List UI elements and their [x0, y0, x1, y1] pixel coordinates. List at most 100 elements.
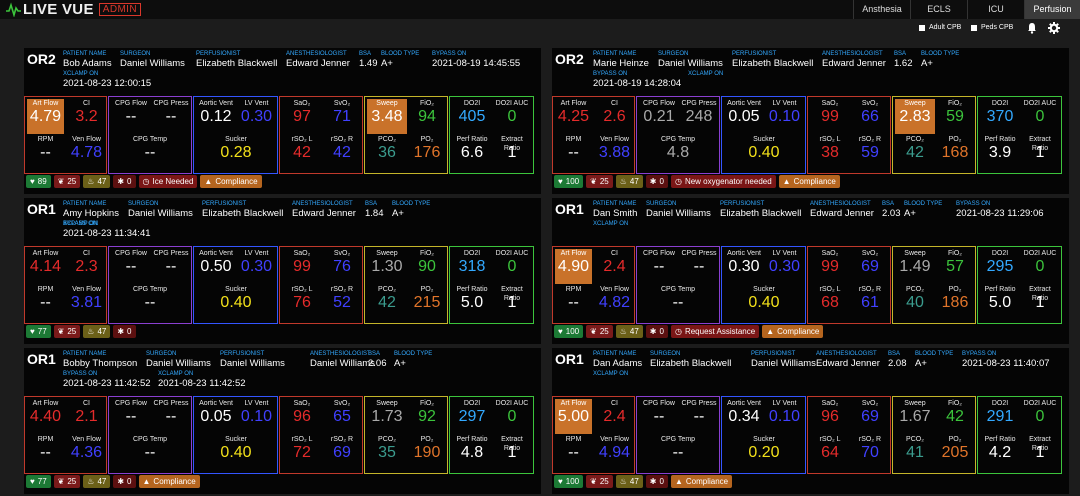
metric-extract-ratio[interactable]: Extract Ratio 1 [492, 285, 532, 320]
lungs-score-badge[interactable]: ❦ 25 [53, 175, 81, 188]
metric-ci[interactable]: CI 2.4 [596, 399, 633, 434]
metric-ven-flow[interactable]: Ven Flow 3.88 [596, 135, 633, 170]
metric-ci[interactable]: CI 3.2 [68, 99, 105, 134]
metric-lv-vent[interactable]: LV Vent 0.30 [236, 249, 277, 284]
lungs-score-badge[interactable]: ❦ 25 [586, 475, 613, 488]
metric-ci[interactable]: CI 2.3 [68, 249, 105, 284]
virus-score-badge[interactable]: ✱ 0 [645, 475, 668, 488]
metric-rso2-l[interactable]: rSO₂ L 68 [810, 285, 850, 320]
metric-sao2[interactable]: SaO₂ 97 [282, 99, 322, 134]
virus-score-badge[interactable]: ✱ 0 [113, 175, 136, 188]
metric-cpg-press[interactable]: CPG Press -- [151, 249, 191, 284]
metric-pco2[interactable]: PCO₂ 36 [367, 135, 407, 170]
metric-cpg-press[interactable]: CPG Press -- [151, 99, 191, 134]
case-card[interactable]: OR1 PATIENT NAME Amy Hopkins SURGEON Dan… [24, 198, 541, 344]
metric-cpg-flow[interactable]: CPG Flow -- [111, 249, 151, 284]
metric-aortic-vent[interactable]: Aortic Vent 0.34 [724, 399, 764, 434]
metric-sucker[interactable]: Sucker 0.40 [732, 285, 796, 320]
metric-ven-flow[interactable]: Ven Flow 3.81 [68, 285, 105, 320]
metric-ven-flow[interactable]: Ven Flow 4.82 [596, 285, 633, 320]
case-card[interactable]: OR2 PATIENT NAME Bob Adams SURGEON Danie… [24, 48, 541, 194]
metric-sweep[interactable]: Sweep 1.67 [895, 399, 935, 434]
metric-sao2[interactable]: SaO₂ 96 [282, 399, 322, 434]
fire-score-badge[interactable]: ♨ 47 [615, 175, 643, 188]
metric-rso2-l[interactable]: rSO₂ L 76 [282, 285, 322, 320]
metric-cpg-press[interactable]: CPG Press 248 [679, 99, 719, 134]
heart-score-badge[interactable]: ♥ 100 [554, 325, 584, 338]
fire-score-badge[interactable]: ♨ 47 [83, 175, 111, 188]
metric-ci[interactable]: CI 2.4 [596, 249, 633, 284]
metric-fio2[interactable]: FiO₂ 57 [935, 249, 975, 284]
case-card[interactable]: OR2 PATIENT NAME Marie Heinze SURGEON Da… [552, 48, 1069, 194]
metric-do2i[interactable]: DO2I 318 [452, 249, 492, 284]
metric-lv-vent[interactable]: LV Vent 0.30 [764, 249, 805, 284]
checkbox-icon[interactable] [919, 24, 925, 31]
metric-do2i[interactable]: DO2I 405 [452, 99, 492, 134]
metric-cpg-press[interactable]: CPG Press -- [679, 249, 719, 284]
gear-icon[interactable] [1048, 22, 1060, 34]
metric-cpg-temp[interactable]: CPG Temp 4.8 [647, 135, 709, 170]
metric-svo2[interactable]: SvO₂ 65 [322, 399, 362, 434]
metric-extract-ratio[interactable]: Extract Ratio 1 [1020, 285, 1060, 320]
metric-cpg-flow[interactable]: CPG Flow -- [639, 249, 679, 284]
metric-aortic-vent[interactable]: Aortic Vent 0.30 [724, 249, 764, 284]
metric-rpm[interactable]: RPM -- [27, 285, 64, 320]
metric-art-flow[interactable]: Art Flow 4.79 [27, 99, 64, 134]
metric-ci[interactable]: CI 2.1 [68, 399, 105, 434]
metric-ven-flow[interactable]: Ven Flow 4.78 [68, 135, 105, 170]
metric-pco2[interactable]: PCO₂ 41 [895, 435, 935, 470]
metric-sucker[interactable]: Sucker 0.40 [204, 285, 268, 320]
metric-aortic-vent[interactable]: Aortic Vent 0.05 [724, 99, 764, 134]
metric-do2i[interactable]: DO2I 291 [980, 399, 1020, 434]
metric-sweep[interactable]: Sweep 3.48 [367, 99, 407, 134]
metric-rso2-l[interactable]: rSO₂ L 64 [810, 435, 850, 470]
metric-svo2[interactable]: SvO₂ 66 [850, 99, 890, 134]
metric-sucker[interactable]: Sucker 0.40 [732, 135, 796, 170]
heart-score-badge[interactable]: ♥ 100 [554, 175, 584, 188]
metric-extract-ratio[interactable]: Extract Ratio 1 [492, 135, 532, 170]
metric-perf-ratio[interactable]: Perf Ratio 3.9 [980, 135, 1020, 170]
metric-aortic-vent[interactable]: Aortic Vent 0.12 [196, 99, 236, 134]
metric-do2i[interactable]: DO2I 295 [980, 249, 1020, 284]
metric-do2i-auc[interactable]: DO2I AUC 0 [492, 399, 532, 434]
metric-rso2-r[interactable]: rSO₂ R 70 [850, 435, 890, 470]
filter-adult-cpb[interactable]: Adult CPB [919, 24, 961, 31]
metric-do2i-auc[interactable]: DO2I AUC 0 [492, 249, 532, 284]
metric-fio2[interactable]: FiO₂ 90 [407, 249, 447, 284]
metric-do2i-auc[interactable]: DO2I AUC 0 [1020, 99, 1060, 134]
metric-sweep[interactable]: Sweep 1.73 [367, 399, 407, 434]
metric-perf-ratio[interactable]: Perf Ratio 5.0 [980, 285, 1020, 320]
metric-pco2[interactable]: PCO₂ 40 [895, 285, 935, 320]
metric-po2[interactable]: PO₂ 186 [935, 285, 975, 320]
heart-score-badge[interactable]: ♥ 77 [26, 325, 51, 338]
metric-rpm[interactable]: RPM -- [27, 435, 64, 470]
metric-perf-ratio[interactable]: Perf Ratio 4.2 [980, 435, 1020, 470]
metric-sweep[interactable]: Sweep 2.83 [895, 99, 935, 134]
metric-pco2[interactable]: PCO₂ 42 [367, 285, 407, 320]
metric-rso2-r[interactable]: rSO₂ R 52 [322, 285, 362, 320]
compliance-badge[interactable]: ▲ Compliance [762, 325, 824, 338]
lungs-score-badge[interactable]: ❦ 25 [53, 475, 81, 488]
compliance-badge[interactable]: ▲ Compliance [138, 475, 200, 488]
metric-art-flow[interactable]: Art Flow 4.25 [555, 99, 592, 134]
metric-cpg-flow[interactable]: CPG Flow 0.21 [639, 99, 679, 134]
fire-score-badge[interactable]: ♨ 47 [83, 325, 111, 338]
tab-perfusion[interactable]: Perfusion [1024, 0, 1080, 19]
heart-score-badge[interactable]: ♥ 89 [26, 175, 51, 188]
fire-score-badge[interactable]: ♨ 47 [615, 325, 643, 338]
metric-art-flow[interactable]: Art Flow 4.14 [27, 249, 64, 284]
lungs-score-badge[interactable]: ❦ 25 [53, 325, 81, 338]
app-logo[interactable]: LIVE VUE ADMIN [6, 1, 141, 18]
tab-ecls[interactable]: ECLS [910, 0, 967, 19]
tab-icu[interactable]: ICU [967, 0, 1024, 19]
metric-sao2[interactable]: SaO₂ 99 [810, 249, 850, 284]
metric-do2i[interactable]: DO2I 370 [980, 99, 1020, 134]
alert-badge[interactable]: ◷ Ice Needed [138, 175, 198, 188]
tab-anesthesia[interactable]: Ansthesia [853, 0, 910, 19]
bell-icon[interactable] [1026, 22, 1038, 34]
metric-sweep[interactable]: Sweep 1.30 [367, 249, 407, 284]
metric-aortic-vent[interactable]: Aortic Vent 0.05 [196, 399, 236, 434]
metric-lv-vent[interactable]: LV Vent 0.10 [764, 399, 805, 434]
metric-po2[interactable]: PO₂ 168 [935, 135, 975, 170]
metric-extract-ratio[interactable]: Extract Ratio 1 [1020, 435, 1060, 470]
